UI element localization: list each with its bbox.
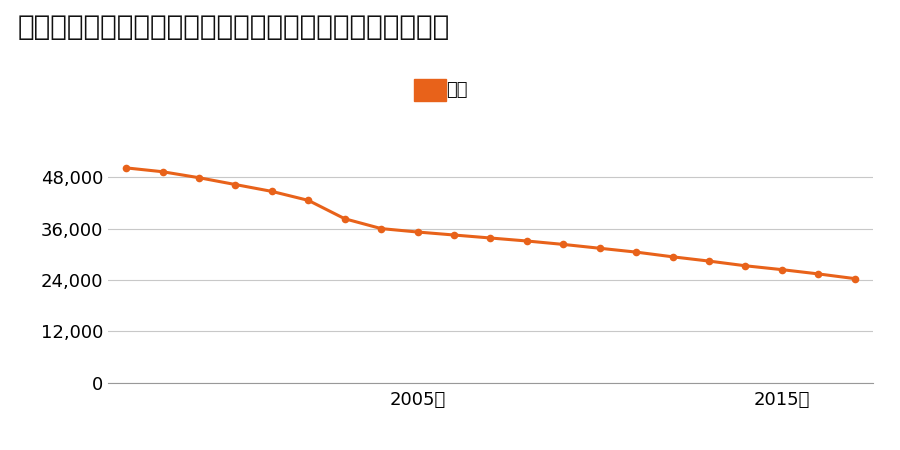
Text: 長野県下伊那郡高森町下市田２９６４番１２９の地価推移: 長野県下伊那郡高森町下市田２９６４番１２９の地価推移: [18, 14, 450, 41]
Text: 価格: 価格: [446, 81, 468, 99]
